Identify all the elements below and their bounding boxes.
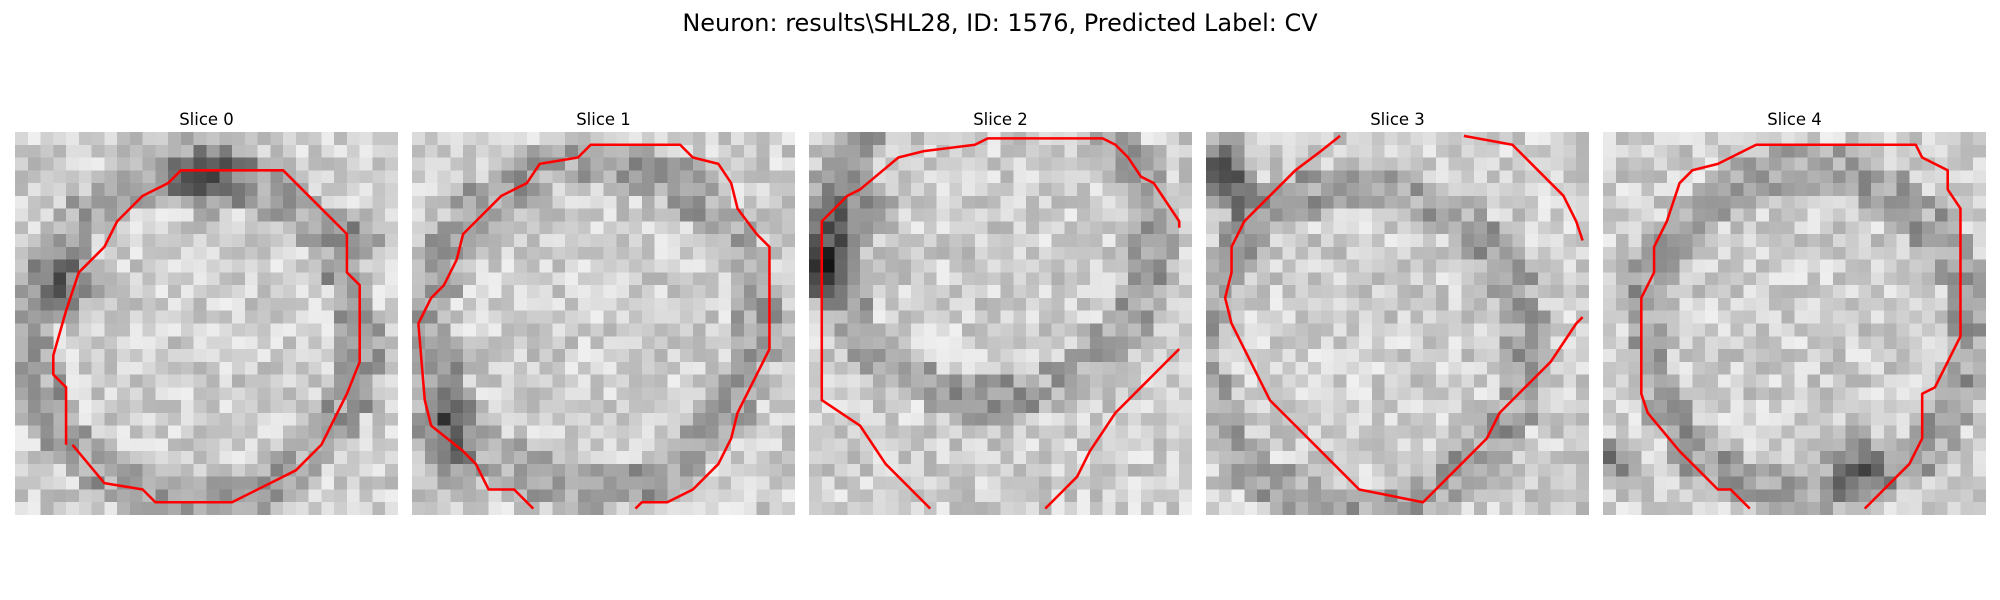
pixel-grid — [1206, 132, 1589, 515]
slice-title: Slice 2 — [973, 110, 1028, 129]
slice-panel: Slice 0 — [15, 110, 398, 515]
pixel-grid — [1603, 132, 1986, 515]
slice-title: Slice 1 — [576, 110, 631, 129]
contour-line — [820, 137, 1181, 510]
slice-panel: Slice 2 — [809, 110, 1192, 515]
slice-panel: Slice 4 — [1603, 110, 1986, 515]
contour-line — [1223, 134, 1584, 504]
slice-title: Slice 3 — [1370, 110, 1425, 129]
pixel-grid — [412, 132, 795, 515]
slice-image — [1206, 132, 1589, 515]
pixel-grid — [809, 132, 1192, 515]
contour-line — [1044, 348, 1181, 510]
contour-line — [417, 143, 771, 510]
slice-image — [1603, 132, 1986, 515]
pixel-grid — [15, 132, 398, 515]
slice-image — [15, 132, 398, 515]
slice-title: Slice 4 — [1767, 110, 1822, 129]
contour-line — [1640, 143, 1962, 510]
figure-title: Neuron: results\SHL28, ID: 1576, Predict… — [682, 9, 1318, 37]
contour-line — [1463, 134, 1584, 241]
slice-panel: Slice 3 — [1206, 110, 1589, 515]
slice-image — [412, 132, 795, 515]
slice-title: Slice 0 — [179, 110, 234, 129]
contour-line — [52, 169, 361, 504]
slice-image — [809, 132, 1192, 515]
slice-panel: Slice 1 — [412, 110, 795, 515]
